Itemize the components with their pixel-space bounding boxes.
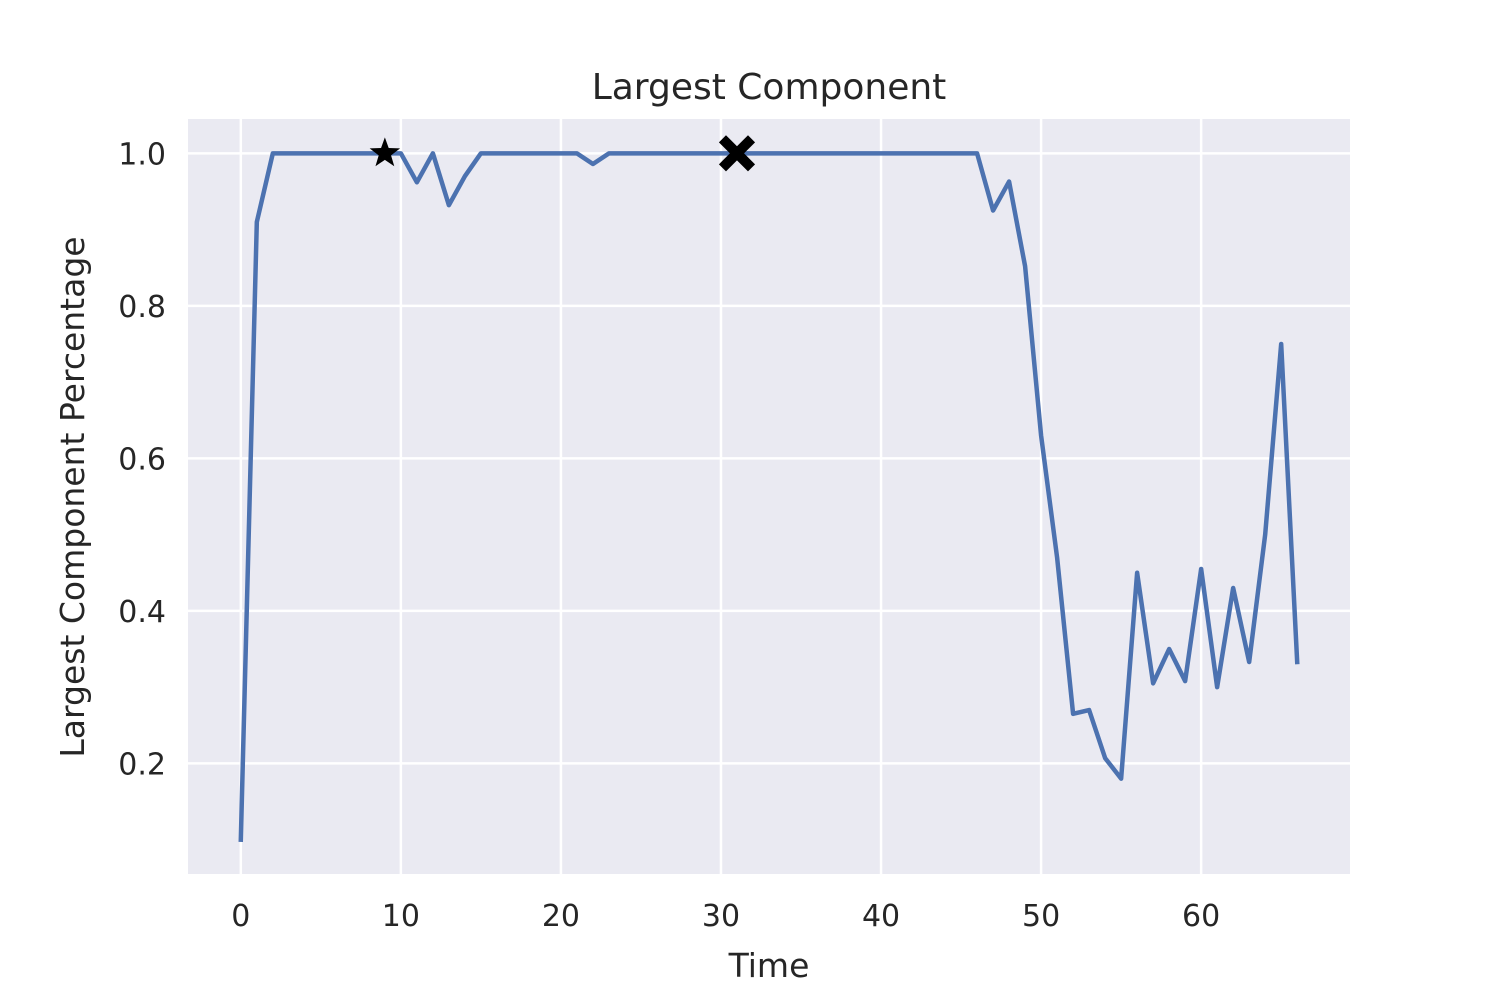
y-tick-labels: 0.2 0.4 0.6 0.8 1.0 [118,137,166,782]
y-tick-label: 0.2 [118,747,166,782]
x-tick-label: 0 [231,899,250,934]
series-line [238,151,1300,842]
series-layer [238,151,1300,842]
y-tick-label: 0.4 [118,595,166,630]
marker-layer [369,135,756,172]
x-marker [718,135,756,172]
x-tick-label: 30 [702,899,740,934]
y-tick-label: 0.6 [118,442,166,477]
chart-title: Largest Component [592,67,947,108]
x-axis-title: Time [728,946,810,985]
x-gridlines [239,119,1203,874]
y-axis-title: Largest Component Percentage [53,236,92,757]
y-tick-label: 0.8 [118,290,166,325]
star-marker [369,137,401,167]
x-tick-label: 20 [542,899,580,934]
x-tick-label: 10 [382,899,420,934]
y-tick-label: 1.0 [118,137,166,172]
x-tick-labels: 0 10 20 30 40 50 60 [231,899,1220,934]
plot-area [188,119,1350,874]
x-tick-label: 60 [1182,899,1220,934]
x-tick-label: 40 [862,899,900,934]
x-tick-label: 50 [1022,899,1060,934]
